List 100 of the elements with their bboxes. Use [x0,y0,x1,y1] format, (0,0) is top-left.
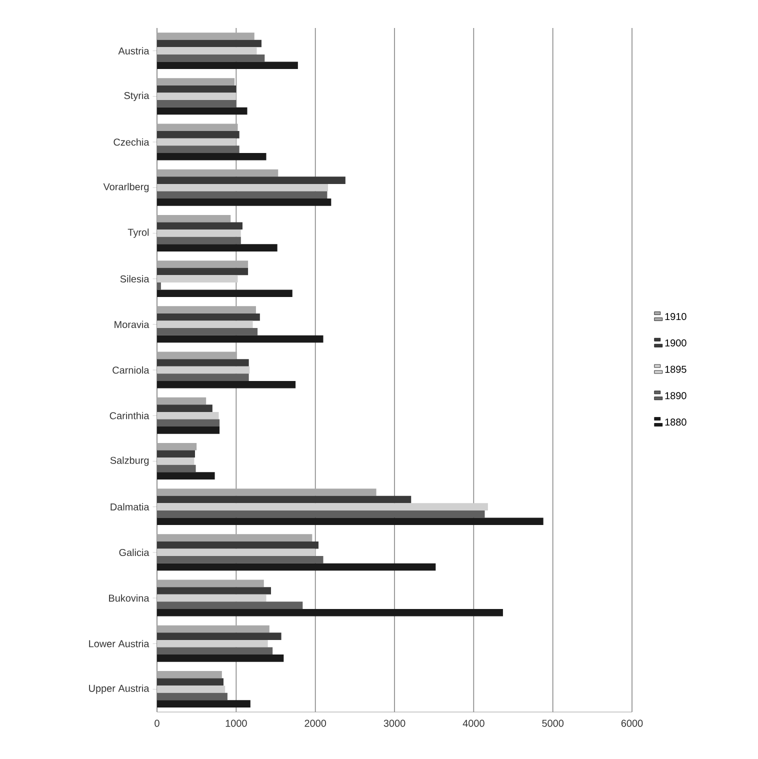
bar [157,146,240,153]
y-tick-label: Vorarlberg [103,182,149,192]
bar [157,548,316,556]
bar [157,518,544,526]
bar [157,244,278,252]
legend-label: 1895 [665,366,686,373]
bar [157,556,324,564]
x-tick-label: 0 [154,720,160,727]
y-tick-label: Carinthia [110,412,150,420]
bar [157,169,278,177]
bar [157,366,250,374]
bar [157,563,436,571]
y-tick-label: Lower Austria [89,640,150,648]
bar [157,40,262,48]
bar [157,496,412,504]
bar [157,640,268,648]
x-tick-label: 4000 [462,720,484,727]
bar [157,594,266,602]
y-tick-label: Tyrol [128,228,149,238]
x-tick-label: 5000 [542,720,564,727]
bar [157,654,284,662]
y-tick-label: Styria [124,92,150,102]
bar [157,352,237,360]
bar [157,608,503,616]
bar [157,602,303,609]
x-tick-label: 2000 [304,720,326,727]
legend-label: 1880 [665,418,686,426]
bar [157,692,228,700]
bar [157,587,272,594]
y-tick-label: Bukovina [109,594,150,602]
bar [157,458,194,465]
y-tick-label: Galicia [119,548,150,556]
bar [157,138,236,146]
bar [157,678,224,686]
bar [157,131,240,138]
legend-label: 1890 [665,392,686,400]
bar [157,647,273,655]
bar [157,374,249,381]
bar [157,152,266,160]
y-tick-label: Carniola [112,366,150,374]
bar [157,320,253,328]
bar [157,534,312,542]
bar [157,503,488,510]
bar [157,313,260,321]
y-tick-label: Moravia [114,320,150,328]
bar [157,32,254,40]
bar [157,488,376,496]
bar [157,397,206,405]
bar [157,412,219,420]
bar [157,107,248,115]
bar [157,176,346,184]
bar [157,78,235,86]
bar [157,184,328,192]
bar [157,380,296,388]
bar [157,359,249,366]
bar [157,214,231,222]
bar [157,275,238,282]
bar [157,191,328,199]
y-tick-label: Dalmatia [110,503,150,510]
bar [157,282,161,290]
bar [157,47,257,54]
bar [157,236,241,244]
x-tick-label: 1000 [226,720,247,727]
bar [157,306,256,314]
y-tick-label: Czechia [114,138,150,146]
bar [157,404,212,412]
bar [157,464,196,472]
bar [157,670,222,678]
y-tick-label: Silesia [120,275,150,282]
bar [157,580,264,588]
bar [157,426,220,434]
bar [157,124,238,132]
bar [157,268,248,276]
bar [157,92,236,100]
bar [157,100,236,108]
bar [157,541,319,549]
y-tick-label: Austria [118,47,150,54]
x-tick-label: 3000 [384,720,406,727]
legend-label: 1910 [665,313,686,320]
bar [157,686,226,693]
x-tick-label: 6000 [621,720,643,727]
bar [157,442,197,450]
bar [157,290,292,298]
bar [157,222,242,230]
legend-label: 1900 [665,339,686,346]
bar [157,54,265,62]
bar [157,62,298,70]
y-tick-label: Salzburg [110,456,149,466]
bar [157,85,236,93]
bar [157,625,270,633]
bar [157,419,220,427]
bar [157,328,258,336]
bar [157,260,248,268]
bar [157,472,215,480]
bar [157,632,282,640]
bar [157,510,485,518]
bar [157,230,241,237]
bar [157,700,250,708]
y-tick-label: Upper Austria [89,684,150,694]
bar [157,450,195,458]
